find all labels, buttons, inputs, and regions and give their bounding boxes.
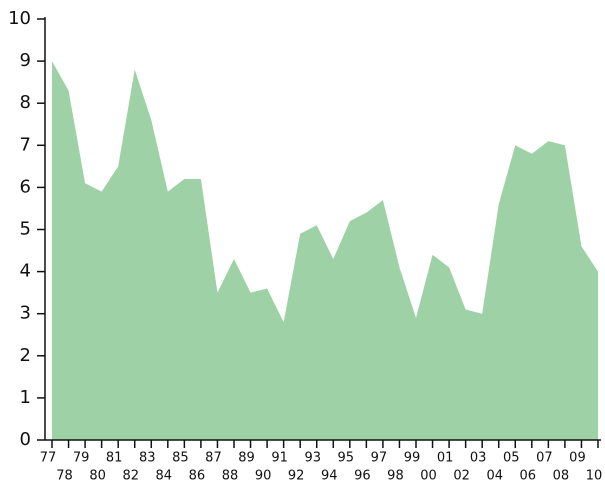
area (52, 61, 598, 440)
x-tick-label: 87 (205, 451, 222, 466)
x-tick-label: 00 (420, 469, 437, 481)
x-tick-label: 06 (520, 469, 537, 481)
x-tick-label: 77 (40, 451, 57, 466)
x-tick-label: 91 (271, 451, 288, 466)
x-tick-label: 96 (354, 469, 371, 481)
y-tick-label: 0 (20, 429, 31, 450)
y-tick-label: 3 (20, 303, 31, 324)
x-tick-label: 04 (486, 469, 503, 481)
x-tick-label: 07 (536, 451, 553, 466)
x-tick-label: 97 (371, 451, 388, 466)
x-tick-label: 10 (586, 469, 603, 481)
x-tick-label: 02 (453, 469, 470, 481)
x-tick-label: 89 (238, 451, 255, 466)
y-tick-label: 9 (20, 50, 31, 71)
y-tick-label: 4 (20, 261, 31, 282)
y-tick-label: 5 (20, 219, 31, 240)
x-tick-label: 08 (553, 469, 570, 481)
y-tick-label: 8 (20, 92, 31, 113)
x-tick-label: 93 (304, 451, 321, 466)
x-tick-label: 81 (106, 451, 123, 466)
x-tick-label: 79 (73, 451, 90, 466)
x-tick-label: 80 (89, 469, 106, 481)
x-tick-label: 82 (122, 469, 139, 481)
y-tick-label: 2 (20, 345, 31, 366)
x-tick-label: 94 (321, 469, 338, 481)
x-tick-label: 01 (437, 451, 454, 466)
x-tick-label: 05 (503, 451, 520, 466)
x-tick-label: 90 (255, 469, 272, 481)
x-tick-label: 98 (387, 469, 404, 481)
y-tick-label: 6 (20, 176, 31, 197)
x-tick-label: 78 (56, 469, 73, 481)
x-tick-label: 99 (404, 451, 421, 466)
x-tick-label: 92 (288, 469, 305, 481)
x-tick-label: 83 (139, 451, 156, 466)
y-tick-label: 7 (20, 134, 31, 155)
y-tick-label: 1 (20, 387, 31, 408)
x-tick-label: 09 (569, 451, 586, 466)
x-tick-label: 88 (222, 469, 239, 481)
x-tick-label: 86 (189, 469, 206, 481)
x-tick-label: 84 (156, 469, 173, 481)
y-tick-label: 10 (8, 8, 31, 29)
x-tick-label: 95 (338, 451, 355, 466)
x-tick-label: 03 (470, 451, 487, 466)
x-tick-label: 85 (172, 451, 189, 466)
